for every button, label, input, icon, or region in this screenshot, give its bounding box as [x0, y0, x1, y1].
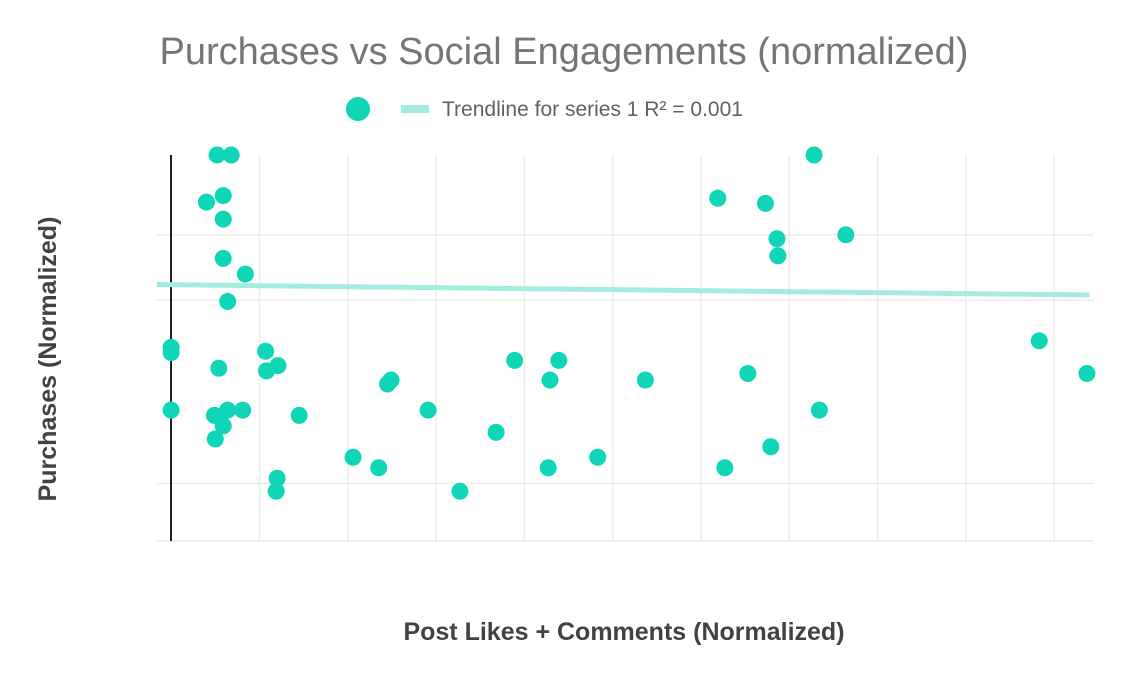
- data-point: [222, 146, 240, 164]
- data-point: [269, 357, 287, 375]
- data-point: [162, 338, 180, 356]
- data-point: [506, 351, 524, 369]
- data-point: [419, 401, 437, 419]
- data-point: [214, 417, 232, 435]
- data-point: [268, 469, 286, 487]
- y-axis-title: Purchases (Normalized): [34, 217, 62, 502]
- data-point: [589, 448, 607, 466]
- data-point: [739, 365, 757, 383]
- data-point: [769, 247, 787, 265]
- data-point: [214, 249, 232, 267]
- data-point: [197, 193, 215, 211]
- data-point: [487, 423, 505, 441]
- data-point: [805, 146, 823, 164]
- gridlines: [157, 155, 1094, 542]
- data-point: [756, 194, 774, 212]
- legend-trendline-swatch: [401, 105, 429, 113]
- trendline: [156, 282, 1090, 298]
- data-point: [257, 342, 275, 360]
- data-point: [214, 210, 232, 228]
- data-point: [1030, 332, 1048, 350]
- data-point: [370, 459, 388, 477]
- data-point: [208, 146, 226, 164]
- data-point: [210, 359, 228, 377]
- data-point: [837, 226, 855, 244]
- data-point: [1078, 365, 1096, 383]
- data-point: [451, 482, 469, 500]
- data-point: [234, 401, 252, 419]
- data-point: [219, 293, 237, 311]
- data-point: [236, 265, 254, 283]
- data-point: [382, 371, 400, 389]
- data-point: [267, 482, 285, 500]
- data-point: [344, 448, 362, 466]
- data-points: [162, 146, 1096, 500]
- legend: Trendline for series 1 R² = 0.001: [346, 97, 743, 121]
- data-point: [550, 351, 568, 369]
- data-point: [162, 401, 180, 419]
- data-point: [768, 230, 786, 248]
- data-point: [219, 401, 237, 419]
- data-point: [716, 459, 734, 477]
- data-point: [810, 401, 828, 419]
- data-point: [762, 438, 780, 456]
- x-axis-title: Post Likes + Comments (Normalized): [403, 618, 844, 646]
- data-point: [290, 406, 308, 424]
- data-point: [206, 430, 224, 448]
- legend-trendline-label: Trendline for series 1 R² = 0.001: [442, 98, 743, 121]
- chart-title: Purchases vs Social Engagements (normali…: [160, 31, 969, 73]
- data-point: [541, 371, 559, 389]
- data-point: [539, 459, 557, 477]
- data-point: [709, 189, 727, 207]
- data-point: [214, 187, 232, 205]
- legend-series-marker: [346, 97, 370, 121]
- data-point: [636, 371, 654, 389]
